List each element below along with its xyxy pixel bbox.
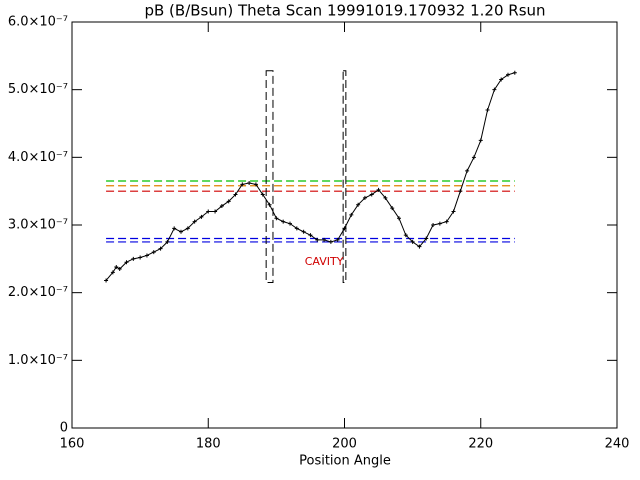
data-point — [281, 219, 286, 224]
data-point — [451, 209, 456, 214]
data-point — [233, 192, 238, 197]
data-point — [362, 195, 367, 200]
x-tick-label: 160 — [60, 437, 85, 452]
x-tick-label: 200 — [332, 437, 357, 452]
data-point — [151, 250, 156, 255]
data-point — [240, 182, 245, 187]
data-point — [465, 168, 470, 173]
x-axis-label: Position Angle — [299, 454, 391, 469]
data-point — [356, 202, 361, 207]
data-point — [349, 212, 354, 217]
data-point — [417, 244, 422, 249]
data-point — [138, 255, 143, 260]
data-point — [144, 253, 149, 258]
data-point — [376, 187, 381, 192]
data-point — [179, 229, 183, 234]
data-point — [512, 70, 517, 75]
data-point — [410, 239, 415, 244]
data-point — [274, 216, 279, 221]
data-point — [492, 87, 497, 92]
y-tick-label: 4.0×10⁻⁷ — [8, 150, 68, 165]
data-point — [471, 155, 476, 160]
data-point — [124, 260, 129, 265]
data-point — [397, 216, 401, 221]
data-point — [301, 229, 306, 234]
data-point — [206, 209, 211, 214]
y-tick-label: 2.0×10⁻⁷ — [8, 285, 68, 300]
y-tick-label: 3.0×10⁻⁷ — [8, 218, 68, 233]
x-tick-label: 240 — [605, 437, 630, 452]
data-point — [253, 182, 258, 187]
data-point — [117, 266, 122, 271]
data-point — [172, 226, 177, 231]
data-point — [444, 219, 449, 224]
data-point — [478, 138, 483, 143]
data-point — [288, 221, 292, 226]
data-point — [328, 239, 333, 244]
data-point — [165, 239, 170, 244]
data-point — [322, 237, 327, 242]
data-point — [335, 237, 340, 242]
cavity-region — [265, 70, 274, 284]
data-point — [342, 226, 347, 231]
y-tick-label: 0 — [60, 421, 68, 436]
x-tick-label: 180 — [196, 437, 221, 452]
data-point — [315, 237, 320, 242]
data-point — [104, 278, 109, 283]
data-point — [431, 223, 436, 227]
data-point — [485, 107, 490, 112]
y-tick-label: 1.0×10⁻⁷ — [8, 353, 68, 368]
data-point — [213, 209, 218, 214]
data-point — [226, 199, 231, 204]
data-point — [437, 221, 442, 226]
data-point — [458, 189, 463, 194]
data-point — [158, 246, 163, 251]
x-tick-label: 220 — [468, 437, 493, 452]
data-point — [294, 226, 299, 231]
cavity-region — [342, 70, 347, 284]
y-tick-label: 6.0×10⁻⁷ — [8, 15, 68, 30]
data-point — [383, 195, 388, 200]
data-point — [247, 181, 252, 186]
data-point — [199, 214, 204, 219]
data-point — [403, 233, 408, 238]
data-point — [260, 192, 265, 197]
data-point — [506, 72, 510, 77]
annotation: CAVITY — [305, 255, 344, 268]
data-point — [219, 204, 224, 209]
data-point — [308, 233, 313, 238]
data-point — [131, 256, 136, 261]
data-point — [185, 226, 190, 231]
data-point — [114, 264, 119, 269]
data-point — [369, 192, 374, 197]
chart-title: pB (B/Bsun) Theta Scan 19991019.170932 1… — [144, 2, 545, 20]
y-tick-label: 5.0×10⁻⁷ — [8, 82, 68, 97]
data-point — [390, 206, 395, 211]
data-point — [192, 219, 197, 224]
data-point — [267, 202, 272, 207]
data-point — [110, 270, 115, 275]
data-point — [424, 236, 429, 241]
data-point — [499, 77, 504, 82]
